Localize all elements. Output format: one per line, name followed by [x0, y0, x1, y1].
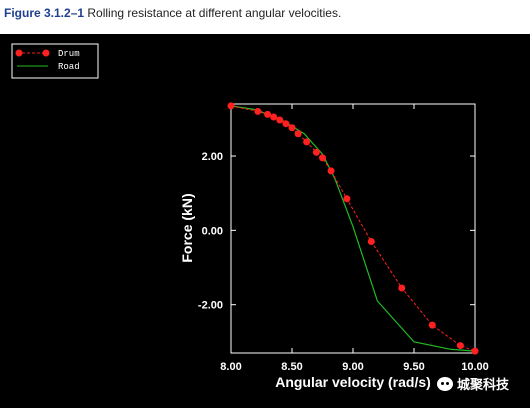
x-tick-label: 8.50: [281, 361, 302, 373]
plot-background: [0, 34, 530, 408]
legend-road-label: Road: [58, 62, 80, 72]
wechat-icon: [437, 376, 453, 391]
series-road-line: [230, 105, 476, 352]
figure-caption: Figure 3.1.2–1 Rolling resistance at dif…: [4, 6, 341, 20]
drum-point: [254, 107, 262, 115]
drum-point: [270, 113, 278, 121]
drum-point: [343, 195, 351, 203]
drum-point: [264, 110, 272, 118]
drum-point: [398, 284, 406, 292]
y-axis: 2.00 0.00 -2.00: [198, 151, 475, 312]
x-tick-label: 8.00: [220, 361, 241, 373]
y-tick-label: -2.00: [198, 300, 223, 312]
watermark-text: 城聚科技: [457, 377, 510, 392]
figure-label: Figure 3.1.2–1: [4, 6, 85, 20]
chart: 8.00 8.50 9.00 9.50 10.00 2.00 0.00 -2.00 Angu…: [11, 43, 489, 390]
drum-point: [227, 102, 235, 110]
drum-point: [428, 321, 436, 329]
x-tick-label: 9.50: [403, 361, 424, 373]
watermark: 城聚科技: [437, 374, 509, 393]
x-axis-title: Angular velocity (rad/s): [275, 374, 431, 390]
y-tick-label: 0.00: [202, 225, 223, 237]
drum-point: [471, 347, 479, 355]
drum-point: [319, 154, 326, 162]
legend-drum-marker: [42, 49, 50, 57]
drum-point: [303, 138, 311, 146]
drum-point: [367, 238, 375, 246]
x-axis: 8.00 8.50 9.00 9.50 10.00: [220, 104, 489, 373]
drum-point: [456, 342, 464, 350]
legend-drum-label: Drum: [58, 49, 80, 59]
y-axis-title: Force (kN): [179, 193, 195, 262]
legend-drum-marker: [15, 49, 23, 57]
figure-caption-text: Rolling resistance at different angular …: [84, 6, 342, 20]
y-tick-label: 2.00: [202, 151, 223, 163]
drum-point: [294, 130, 302, 138]
legend-box: [11, 43, 99, 79]
drum-point: [312, 148, 320, 156]
x-tick-label: 10.00: [461, 361, 489, 373]
x-tick-label: 9.00: [342, 361, 363, 373]
series-drum-line: [230, 105, 476, 352]
series-layer: [227, 102, 479, 355]
drum-point: [288, 124, 296, 132]
drum-point: [276, 116, 284, 124]
drum-point: [282, 120, 290, 128]
drum-point: [327, 167, 335, 175]
legend: Drum Road: [11, 43, 99, 79]
